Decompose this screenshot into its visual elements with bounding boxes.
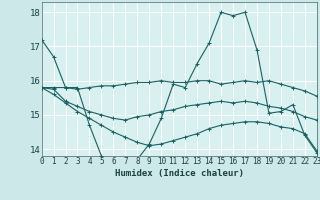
X-axis label: Humidex (Indice chaleur): Humidex (Indice chaleur) [115, 169, 244, 178]
